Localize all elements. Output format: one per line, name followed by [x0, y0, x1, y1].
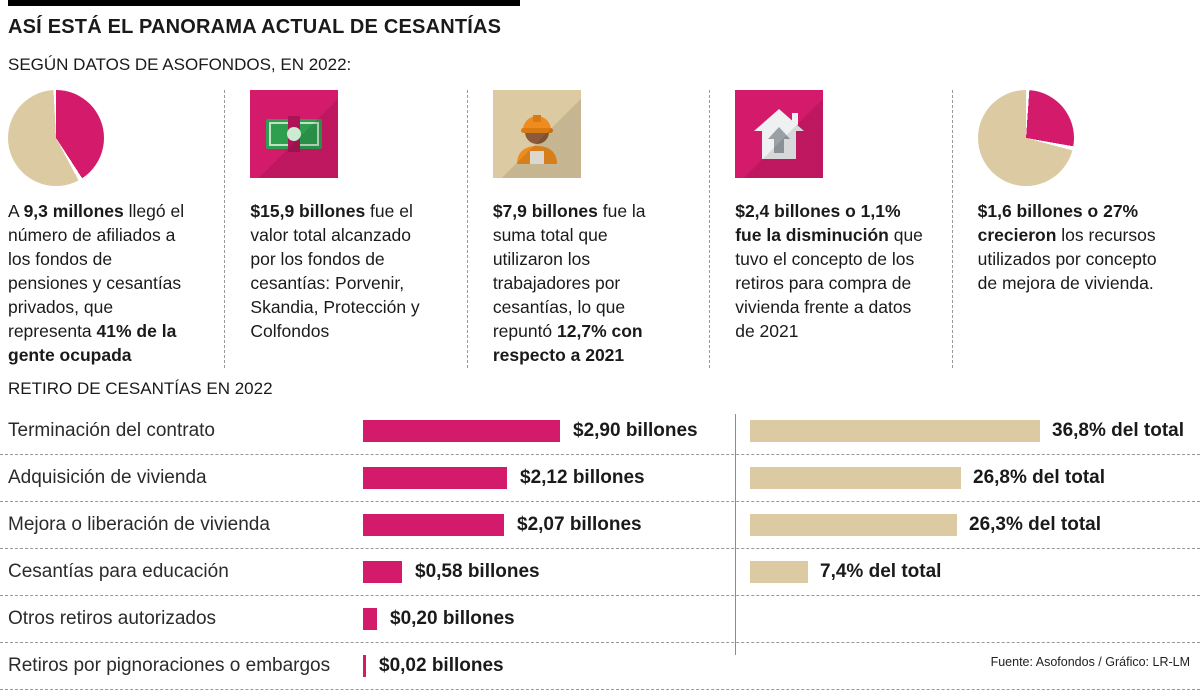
- pct-bar: [750, 467, 961, 489]
- value-bar: [363, 420, 560, 442]
- stat-card-housing-improvement: $1,6 billones o 27% crecieron los recurs…: [951, 90, 1194, 368]
- pct-label: 36,8% del total: [1052, 420, 1184, 441]
- construction-worker-icon: [492, 90, 581, 178]
- pct-bar: [750, 514, 957, 536]
- value-bar: [363, 467, 507, 489]
- section-title: RETIRO DE CESANTÍAS EN 2022: [8, 379, 273, 398]
- value-label: $2,90 billones: [573, 420, 698, 441]
- worker-graphic: [516, 115, 557, 164]
- stat-card-affiliates: A 9,3 millones llegó el número de afilia…: [8, 90, 224, 368]
- value-label: $0,02 billones: [379, 655, 504, 676]
- stat-text: A 9,3 millones llegó el número de afilia…: [8, 201, 185, 365]
- subtitle: SEGÚN DATOS DE ASOFONDOS, EN 2022:: [8, 55, 352, 74]
- money-bill-graphic: [266, 116, 323, 152]
- stat-text: $7,9 billones fue la suma total que util…: [492, 201, 646, 365]
- source-credit: Fuente: Asofondos / Gráfico: LR-LM: [990, 655, 1190, 669]
- bar-row: Terminación del contrato $2,90 billones …: [0, 408, 1200, 455]
- pct-bar: [750, 420, 1040, 442]
- stats-row: A 9,3 millones llegó el número de afilia…: [8, 90, 1194, 368]
- pct-label: 26,8% del total: [973, 467, 1105, 488]
- stat-card-fund-value: $15,9 billones fue el valor total alcanz…: [224, 90, 466, 368]
- value-bar: [363, 561, 402, 583]
- pct-label: 7,4% del total: [820, 561, 942, 582]
- value-bar: [363, 608, 377, 630]
- value-label: $0,20 billones: [390, 608, 515, 629]
- bar-row-label: Cesantías para educación: [8, 561, 229, 582]
- stat-text: $15,9 billones fue el valor total alcanz…: [250, 201, 420, 341]
- bar-row-label: Otros retiros autorizados: [8, 608, 217, 629]
- value-label: $2,12 billones: [520, 467, 645, 488]
- stat-card-housing-purchase: $2,4 billones o 1,1% fue la disminución …: [709, 90, 951, 368]
- bar-row: Adquisición de vivienda $2,12 billones 2…: [0, 455, 1200, 502]
- withdrawals-chart: Terminación del contrato $2,90 billones …: [0, 408, 1200, 690]
- bar-row-label: Retiros por pignoraciones o embargos: [8, 655, 331, 676]
- bar-row: Mejora o liberación de vivienda $2,07 bi…: [0, 502, 1200, 549]
- house-arrow-icon: [735, 90, 824, 178]
- value-bar: [363, 655, 366, 677]
- pct-bar: [750, 561, 808, 583]
- bar-row: Otros retiros autorizados $0,20 billones: [0, 596, 1200, 643]
- page-title: ASÍ ESTÁ EL PANORAMA ACTUAL DE CESANTÍAS: [8, 16, 502, 38]
- stat-card-withdrawals: $7,9 billones fue la suma total que util…: [466, 90, 709, 368]
- pct-label: 26,3% del total: [969, 514, 1101, 535]
- pie-chart-41-icon: [8, 90, 104, 186]
- title-rule: [8, 0, 520, 6]
- bar-row-label: Adquisición de vivienda: [8, 467, 207, 488]
- house-graphic: [754, 109, 805, 159]
- chart-divider: [735, 414, 736, 655]
- bar-row-label: Mejora o liberación de vivienda: [8, 514, 270, 535]
- stat-text: $1,6 billones o 27% crecieron los recurs…: [977, 201, 1157, 293]
- bar-row: Cesantías para educación $0,58 billones …: [0, 549, 1200, 596]
- stat-text: $2,4 billones o 1,1% fue la disminución …: [735, 201, 923, 341]
- bar-row-label: Terminación del contrato: [8, 420, 215, 441]
- pie-chart-27-icon: [977, 90, 1074, 186]
- value-label: $0,58 billones: [415, 561, 540, 582]
- value-label: $2,07 billones: [517, 514, 642, 535]
- value-bar: [363, 514, 504, 536]
- money-bills-icon: [250, 90, 339, 178]
